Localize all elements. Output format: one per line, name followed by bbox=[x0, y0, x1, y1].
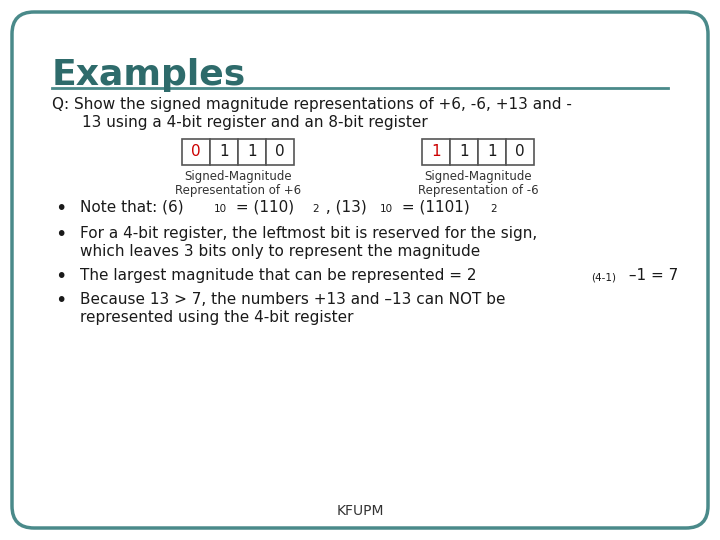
Text: Signed-Magnitude: Signed-Magnitude bbox=[184, 170, 292, 183]
Text: Because 13 > 7, the numbers +13 and –13 can NOT be: Because 13 > 7, the numbers +13 and –13 … bbox=[80, 292, 505, 307]
Text: 1: 1 bbox=[431, 145, 441, 159]
Text: KFUPM: KFUPM bbox=[336, 504, 384, 518]
Text: which leaves 3 bits only to represent the magnitude: which leaves 3 bits only to represent th… bbox=[80, 244, 480, 259]
Text: = (110): = (110) bbox=[230, 200, 294, 215]
Text: 0: 0 bbox=[192, 145, 201, 159]
Text: Signed-Magnitude: Signed-Magnitude bbox=[424, 170, 532, 183]
FancyBboxPatch shape bbox=[12, 12, 708, 528]
Text: 10: 10 bbox=[379, 204, 393, 214]
Text: •: • bbox=[55, 267, 66, 286]
Text: 1: 1 bbox=[459, 145, 469, 159]
Text: 0: 0 bbox=[516, 145, 525, 159]
Bar bbox=[478, 139, 506, 165]
Text: = (1101): = (1101) bbox=[397, 200, 469, 215]
Text: –1 = 7: –1 = 7 bbox=[624, 268, 678, 283]
Bar bbox=[506, 139, 534, 165]
Text: 0: 0 bbox=[275, 145, 285, 159]
Bar bbox=[266, 139, 294, 165]
Text: Q: Show the signed magnitude representations of +6, -6, +13 and -: Q: Show the signed magnitude representat… bbox=[52, 97, 572, 112]
Text: Representation of +6: Representation of +6 bbox=[175, 184, 301, 197]
Text: 1: 1 bbox=[487, 145, 497, 159]
Bar bbox=[422, 139, 450, 165]
Text: 2: 2 bbox=[490, 204, 497, 214]
Text: , (13): , (13) bbox=[320, 200, 366, 215]
Text: Note that: (6): Note that: (6) bbox=[80, 200, 184, 215]
Text: 1: 1 bbox=[219, 145, 229, 159]
Text: •: • bbox=[55, 199, 66, 218]
Text: 10: 10 bbox=[214, 204, 227, 214]
Text: •: • bbox=[55, 225, 66, 244]
Text: For a 4-bit register, the leftmost bit is reserved for the sign,: For a 4-bit register, the leftmost bit i… bbox=[80, 226, 537, 241]
Bar bbox=[238, 139, 266, 165]
Text: The largest magnitude that can be represented = 2: The largest magnitude that can be repres… bbox=[80, 268, 477, 283]
Text: (4-1): (4-1) bbox=[592, 272, 616, 282]
Text: 1: 1 bbox=[247, 145, 257, 159]
Text: represented using the 4-bit register: represented using the 4-bit register bbox=[80, 310, 354, 325]
Bar bbox=[182, 139, 210, 165]
Text: •: • bbox=[55, 291, 66, 310]
Text: Representation of -6: Representation of -6 bbox=[418, 184, 539, 197]
Bar bbox=[450, 139, 478, 165]
Bar bbox=[210, 139, 238, 165]
Text: 2: 2 bbox=[312, 204, 319, 214]
Text: 13 using a 4-bit register and an 8-bit register: 13 using a 4-bit register and an 8-bit r… bbox=[82, 115, 428, 130]
Text: Examples: Examples bbox=[52, 58, 246, 92]
